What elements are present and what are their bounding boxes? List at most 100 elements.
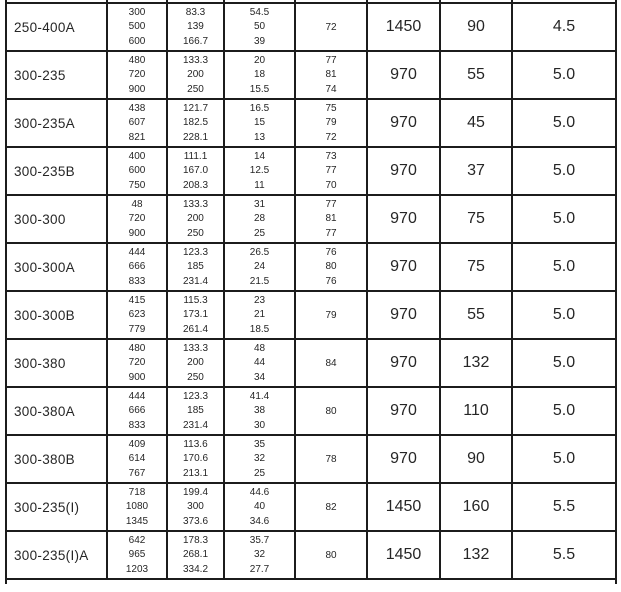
speed-cell: 970 [368,52,441,100]
power-cell: 55 [441,292,513,340]
head-cell: 48 44 34 [225,340,296,388]
power-cell-value: 110 [463,402,489,419]
npsh-cell: 4.5 [513,4,615,52]
efficiency-cell-value: 81 [325,69,337,81]
flow-ls-cell-value: 173.1 [182,309,209,321]
head-cell-value: 32 [253,549,266,561]
efficiency-cell-value: 77 [325,165,337,177]
model-label: 300-300B [14,307,75,323]
efficiency-cell-value: 77 [325,198,337,210]
flow-m3h-cell-value: 400 [128,150,146,162]
flow-ls-cell: 133.3 200 250 [168,196,225,244]
efficiency-cell-value: 80 [325,549,337,561]
power-cell: 75 [441,244,513,292]
flow-ls-cell-value: 200 [187,213,204,225]
flow-m3h-cell-value: 666 [128,261,146,273]
flow-m3h-cell-value: 965 [128,549,146,561]
head-cell-value: 18.5 [249,324,270,336]
power-cell: 132 [441,532,513,580]
efficiency-cell-value: 75 [325,102,337,114]
head-cell: 31 28 25 [225,196,296,244]
flow-m3h-cell-value: 900 [128,84,146,96]
power-cell: 55 [441,52,513,100]
efficiency-cell-value: 72 [325,21,337,33]
flow-ls-cell-value: 199.4 [182,486,209,498]
npsh-cell: 5.0 [513,244,615,292]
flow-m3h-cell-value: 767 [128,468,146,480]
flow-m3h-cell-value: 750 [128,180,146,192]
npsh-cell: 5.0 [513,52,615,100]
flow-ls-cell-value: 200 [187,357,204,369]
flow-m3h-cell-value: 444 [128,246,146,258]
efficiency-cell-value: 76 [325,276,337,288]
efficiency-cell-value: 76 [325,246,337,258]
npsh-cell-value: 5.0 [552,114,576,131]
efficiency-cell-value: 84 [325,357,337,369]
head-cell-value: 48 [253,342,266,354]
power-cell-value: 160 [462,498,490,515]
efficiency-cell-value: 77 [325,54,337,66]
model-cell: 300-235A [7,100,108,148]
model-label: 300-235B [14,163,75,179]
head-cell-value: 15.5 [249,84,270,96]
speed-cell-value: 970 [390,210,417,227]
head-cell-value: 21 [253,309,266,321]
table-top-border-stub [296,0,368,4]
speed-cell: 970 [368,244,441,292]
head-cell-value: 21.5 [249,276,270,288]
head-cell-value: 34 [253,372,266,384]
flow-m3h-cell-value: 720 [128,357,146,369]
efficiency-cell-value: 80 [325,405,337,417]
efficiency-cell: 77 81 77 [296,196,368,244]
speed-cell-value: 970 [390,306,417,323]
flow-ls-cell-value: 261.4 [182,324,209,336]
flow-m3h-cell: 415 623 779 [108,292,168,340]
power-cell: 90 [441,436,513,484]
npsh-cell: 5.0 [513,292,615,340]
flow-ls-cell: 115.3 173.1 261.4 [168,292,225,340]
power-cell: 75 [441,196,513,244]
head-cell: 16.5 15 13 [225,100,296,148]
flow-ls-cell-value: 123.3 [182,246,209,258]
flow-ls-cell-value: 83.3 [185,6,206,18]
power-cell-value: 90 [467,18,485,35]
efficiency-cell: 82 [296,484,368,532]
speed-cell-value: 970 [390,450,417,467]
model-label: 300-235(I)A [14,547,89,563]
table-top-border-stub [225,0,296,4]
flow-m3h-cell-value: 614 [128,453,146,465]
efficiency-cell-value: 82 [325,501,337,513]
npsh-cell-value: 5.0 [552,66,576,83]
flow-m3h-cell-value: 438 [128,102,146,114]
head-cell-value: 31 [253,198,266,210]
npsh-cell: 5.0 [513,388,615,436]
speed-cell: 970 [368,148,441,196]
flow-m3h-cell-value: 720 [128,213,146,225]
model-label: 300-380B [14,451,75,467]
speed-cell: 970 [368,292,441,340]
flow-m3h-cell-value: 833 [128,420,146,432]
flow-ls-cell: 113.6 170.6 213.1 [168,436,225,484]
efficiency-cell-value: 81 [325,213,337,225]
flow-ls-cell-value: 231.4 [182,420,209,432]
model-cell: 300-380A [7,388,108,436]
npsh-cell: 5.0 [513,100,615,148]
model-cell: 300-300 [7,196,108,244]
flow-ls-cell-value: 133.3 [182,342,209,354]
model-label: 300-380 [14,355,66,371]
flow-m3h-cell-value: 444 [128,390,146,402]
model-label: 300-235(I) [14,499,80,515]
head-cell-value: 28 [253,213,266,225]
flow-ls-cell-value: 334.2 [182,564,209,576]
flow-m3h-cell-value: 1345 [125,516,149,528]
table-top-border-stub [441,0,513,4]
flow-m3h-cell-value: 300 [128,6,146,18]
flow-m3h-cell-value: 666 [128,405,146,417]
npsh-cell: 5.0 [513,196,615,244]
model-cell: 250-400A [7,4,108,52]
efficiency-cell: 84 [296,340,368,388]
flow-m3h-cell: 444 666 833 [108,244,168,292]
flow-m3h-cell: 409 614 767 [108,436,168,484]
speed-cell-value: 970 [390,114,417,131]
